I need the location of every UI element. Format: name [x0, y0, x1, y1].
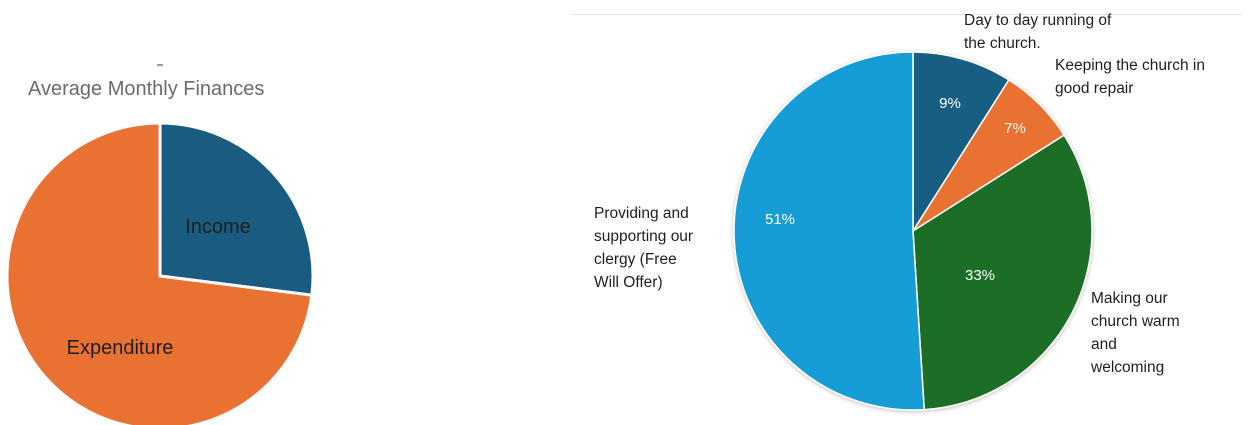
pie-slice-making-our-church-warm-and-welcoming: [912, 134, 1093, 411]
decorative-dash: [157, 64, 163, 66]
pie-slice-providing-and-supporting-our-clergy-free-will-offer: [733, 51, 926, 411]
category-label-making-our-church-warm-and-welcoming: Making our church warm and welcoming: [1090, 290, 1180, 376]
pie-slice-income: [158, 121, 315, 297]
data-label-making-our-church-warm-and-welcoming: 33%: [965, 267, 995, 284]
data-label-providing-and-supporting-our-clergy-free-will-offer: 51%: [765, 211, 795, 228]
slice-label-income: Income: [185, 216, 251, 238]
pie-slice-expenditure: [5, 121, 314, 425]
chart-title: Average Monthly Finances: [28, 78, 265, 100]
top-divider: [570, 14, 1242, 15]
category-label-day-to-day-running-of-the-church: Day to day running of the church.: [964, 12, 1112, 52]
data-label-keeping-the-church-in-good-repair: 7%: [1004, 120, 1026, 137]
pie-slices: [733, 51, 1093, 411]
spending-breakdown-pie: 9% 7% 33% 51% Day to day running of the churc…: [594, 12, 1205, 411]
slice-label-expenditure: Expenditure: [67, 337, 174, 359]
right-chart-panel: 9% 7% 33% 51% Day to day running of the churc…: [570, 0, 1248, 425]
pie-slice-day-to-day-running-of-the-church: [912, 51, 1010, 234]
income-expenditure-pie: Income Expenditure: [5, 121, 315, 425]
category-label-keeping-the-church-in-good-repair: Keeping the church in good repair: [1055, 57, 1205, 97]
left-chart-panel: Average Monthly Finances Income Expenditu…: [0, 0, 560, 425]
data-label-day-to-day-running-of-the-church: 9%: [939, 95, 961, 112]
category-label-providing-and-supporting-our-clergy-free-will-offer: Providing and supporting our clergy (Free W…: [594, 205, 693, 291]
